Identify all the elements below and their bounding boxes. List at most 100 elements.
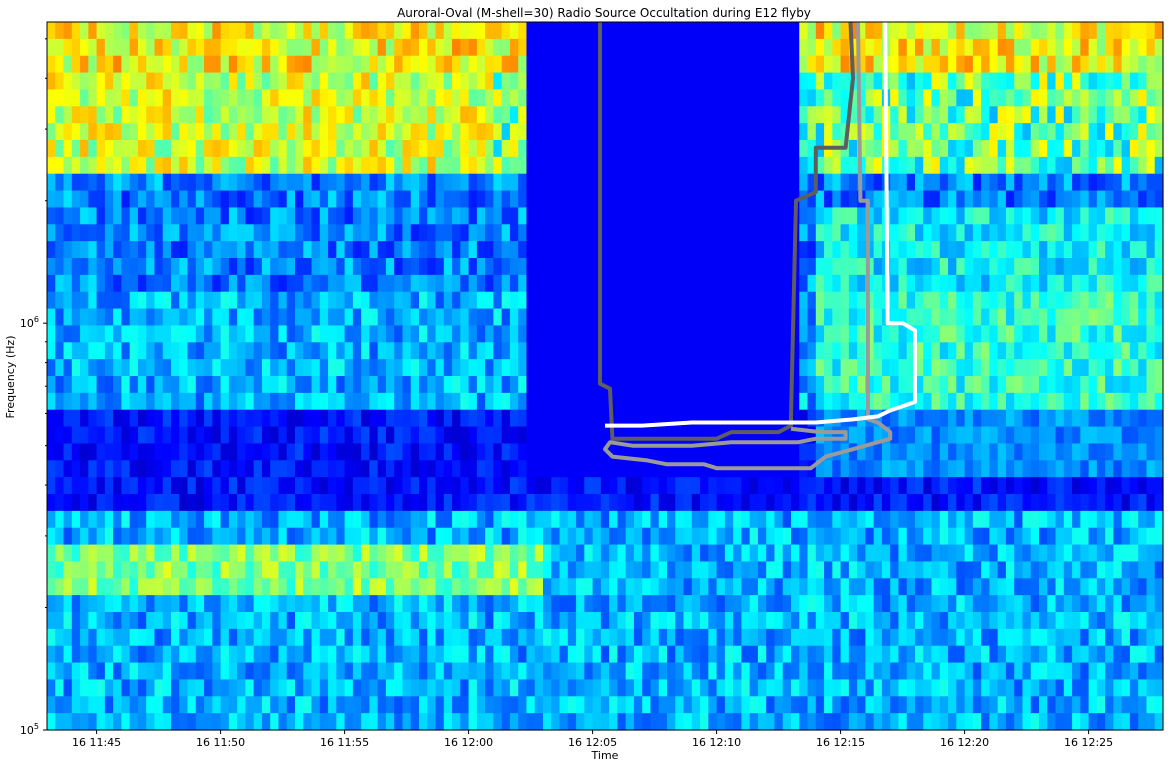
spectrogram-cell [361, 477, 370, 495]
spectrogram-cell [567, 645, 577, 664]
spectrogram-cell [509, 342, 519, 360]
spectrogram-cell [55, 308, 65, 327]
spectrogram-cell [551, 409, 561, 428]
spectrogram-cell [55, 696, 65, 714]
spectrogram-cell [402, 426, 412, 445]
spectrogram-cell [352, 342, 362, 360]
spectrogram-cell [625, 409, 635, 428]
spectrogram-cell [137, 55, 147, 74]
spectrogram-cell [237, 477, 246, 495]
spectrogram-cell [1005, 392, 1015, 411]
spectrogram-cell [667, 527, 676, 546]
spectrogram-cell [956, 477, 966, 495]
spectrogram-cell [96, 308, 106, 327]
spectrogram-cell [766, 696, 776, 714]
spectrogram-cell [782, 578, 792, 596]
spectrogram-cell [815, 527, 825, 546]
spectrogram-cell [791, 156, 800, 175]
spectrogram-cell [352, 291, 362, 310]
spectrogram-cell [146, 392, 156, 411]
spectrogram-cell [237, 713, 246, 731]
spectrogram-cell [113, 291, 122, 310]
spectrogram-cell [757, 426, 767, 445]
spectrogram-cell [443, 477, 453, 495]
spectrogram-cell [187, 89, 197, 107]
spectrogram-cell [261, 156, 271, 175]
spectrogram-cell [766, 156, 776, 175]
spectrogram-cell [658, 696, 668, 714]
spectrogram-cell [328, 55, 337, 74]
spectrogram-cell [881, 544, 891, 563]
spectrogram-cell [47, 392, 56, 411]
spectrogram-cell [270, 426, 280, 445]
spectrogram-cell [104, 645, 114, 664]
spectrogram-cell [468, 55, 478, 74]
spectrogram-cell [319, 713, 329, 731]
spectrogram-cell [609, 224, 618, 242]
spectrogram-cell [972, 89, 982, 107]
spectrogram-cell [228, 595, 238, 613]
spectrogram-cell [989, 628, 999, 647]
spectrogram-cell [476, 628, 486, 647]
spectrogram-cell [270, 443, 280, 461]
spectrogram-cell [782, 527, 792, 546]
spectrogram-cell [154, 38, 164, 57]
spectrogram-cell [741, 207, 751, 225]
spectrogram-cell [650, 156, 660, 175]
spectrogram-cell [187, 224, 197, 242]
spectrogram-cell [286, 291, 296, 310]
spectrogram-cell [104, 106, 114, 124]
spectrogram-cell [162, 207, 172, 225]
spectrogram-cell [543, 342, 552, 360]
spectrogram-cell [253, 207, 263, 225]
spectrogram-cell [394, 55, 404, 74]
spectrogram-cell [939, 477, 949, 495]
spectrogram-cell [898, 409, 908, 428]
spectrogram-cell [394, 527, 404, 546]
spectrogram-cell [146, 123, 156, 141]
spectrogram-cell [55, 173, 65, 192]
spectrogram-cell [509, 578, 519, 596]
spectrogram-cell [47, 544, 56, 563]
spectrogram-cell [485, 123, 494, 141]
spectrogram-cell [791, 612, 800, 630]
spectrogram-cell [80, 679, 89, 697]
spectrogram-cell [609, 274, 618, 293]
spectrogram-cell [964, 342, 974, 360]
spectrogram-cell [948, 55, 957, 74]
spectrogram-cell [567, 628, 577, 647]
spectrogram-cell [989, 106, 999, 124]
spectrogram-cell [551, 342, 561, 360]
spectrogram-cell [757, 224, 767, 242]
spectrogram-cell [328, 224, 337, 242]
spectrogram-cell [204, 55, 213, 74]
spectrogram-cell [361, 55, 370, 74]
spectrogram-cell [865, 443, 875, 461]
spectrogram-cell [592, 72, 602, 91]
spectrogram-cell [576, 460, 585, 478]
spectrogram-cell [617, 89, 627, 107]
spectrogram-cell [972, 22, 982, 40]
spectrogram-cell [394, 38, 404, 57]
spectrogram-cell [88, 595, 98, 613]
spectrogram-cell [997, 645, 1007, 664]
spectrogram-cell [873, 258, 883, 276]
spectrogram-cell [270, 510, 280, 529]
spectrogram-cell [154, 72, 164, 91]
spectrogram-cell [989, 38, 999, 57]
spectrogram-cell [47, 713, 56, 731]
spectrogram-cell [344, 460, 354, 478]
spectrogram-cell [179, 274, 189, 293]
spectrogram-cell [286, 443, 296, 461]
spectrogram-cell [815, 477, 825, 495]
spectrogram-cell [443, 460, 453, 478]
spectrogram-cell [931, 578, 941, 596]
spectrogram-cell [749, 190, 759, 209]
spectrogram-cell [137, 662, 147, 681]
spectrogram-cell [766, 359, 776, 377]
spectrogram-cell [352, 392, 362, 411]
spectrogram-cell [1014, 696, 1024, 714]
spectrogram-cell [71, 22, 81, 40]
spectrogram-cell [245, 308, 255, 327]
spectrogram-cell [592, 308, 602, 327]
